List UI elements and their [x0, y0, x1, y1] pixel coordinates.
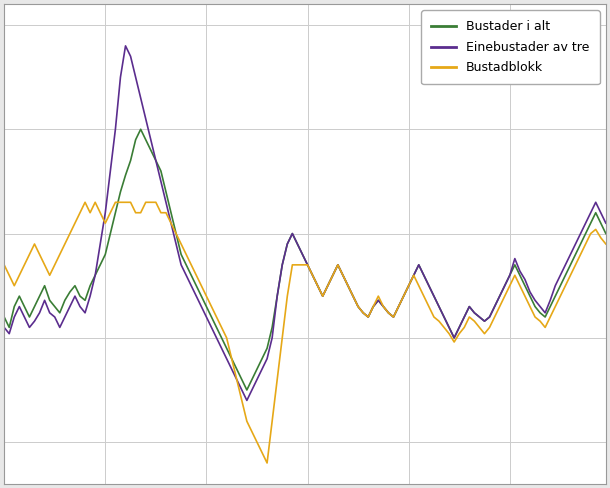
Bustader i alt [486, 314, 493, 320]
Line: Bustader i alt: Bustader i alt [4, 129, 606, 390]
Einebustader av tre [425, 283, 432, 288]
Bustader i alt [592, 210, 600, 216]
Einebustader av tre [167, 220, 174, 226]
Bustader i alt [167, 210, 174, 216]
Einebustader av tre [602, 220, 609, 226]
Bustadblokk [425, 304, 432, 309]
Einebustader av tre [122, 43, 129, 49]
Bustader i alt [344, 283, 351, 288]
Legend: Bustader i alt, Einebustader av tre, Bustadblokk: Bustader i alt, Einebustader av tre, Bus… [422, 10, 600, 84]
Einebustader av tre [1, 325, 8, 330]
Einebustader av tre [344, 283, 351, 288]
Bustadblokk [486, 325, 493, 330]
Bustader i alt [137, 126, 145, 132]
Bustader i alt [425, 283, 432, 288]
Line: Bustadblokk: Bustadblokk [4, 203, 606, 463]
Bustadblokk [81, 200, 88, 205]
Bustadblokk [602, 241, 609, 247]
Einebustader av tre [132, 74, 139, 80]
Bustadblokk [344, 283, 351, 288]
Bustadblokk [132, 210, 139, 216]
Einebustader av tre [243, 398, 251, 404]
Bustadblokk [1, 262, 8, 268]
Bustadblokk [592, 226, 600, 232]
Bustader i alt [243, 387, 251, 393]
Bustadblokk [264, 460, 271, 466]
Bustadblokk [167, 220, 174, 226]
Einebustader av tre [486, 314, 493, 320]
Bustader i alt [602, 231, 609, 237]
Einebustader av tre [592, 200, 600, 205]
Line: Einebustader av tre: Einebustader av tre [4, 46, 606, 401]
Bustader i alt [1, 314, 8, 320]
Bustader i alt [127, 158, 134, 163]
